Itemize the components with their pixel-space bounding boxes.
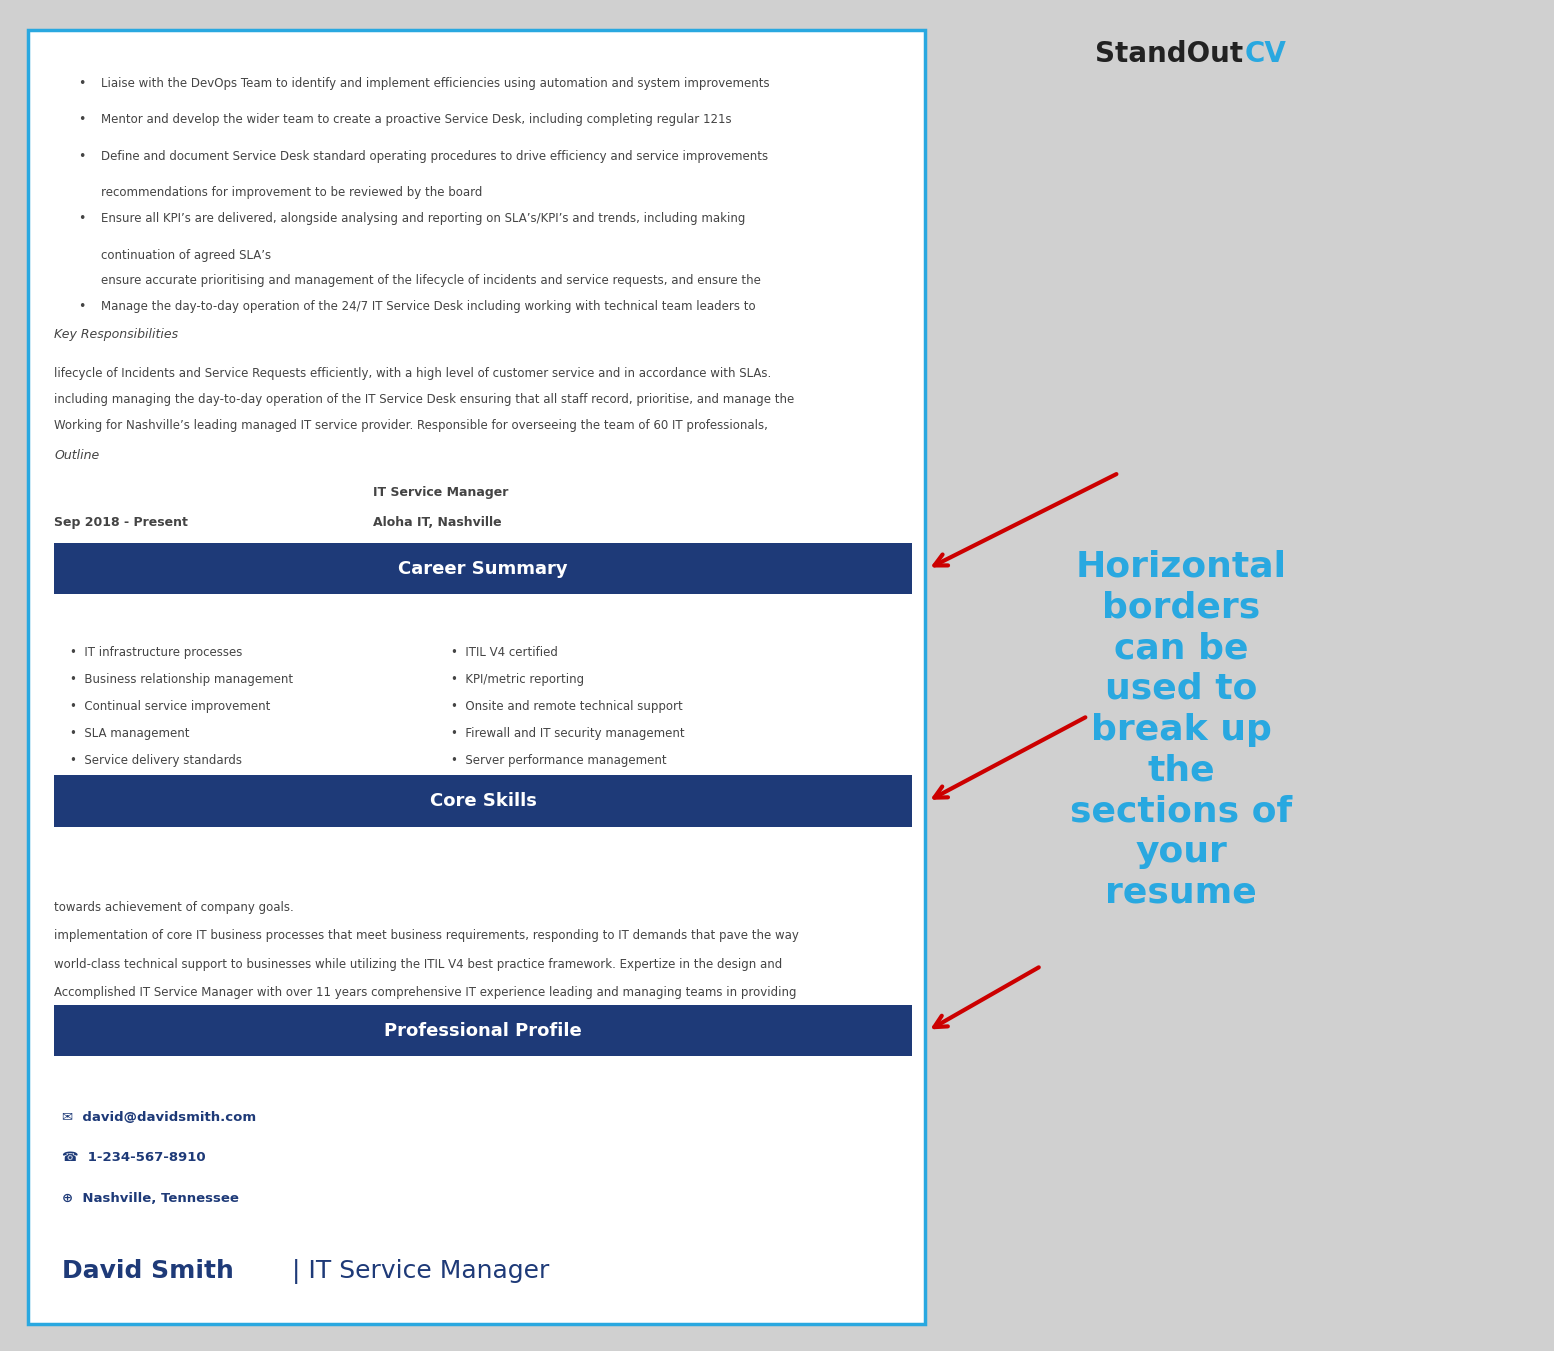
Text: •  SLA management: • SLA management	[70, 727, 190, 740]
Text: world-class technical support to businesses while utilizing the ITIL V4 best pra: world-class technical support to busines…	[54, 958, 783, 971]
Text: including managing the day-to-day operation of the IT Service Desk ensuring that: including managing the day-to-day operat…	[54, 393, 794, 407]
Text: IT Service Manager: IT Service Manager	[373, 486, 508, 500]
Text: •  Continual service improvement: • Continual service improvement	[70, 700, 270, 713]
Text: | IT Service Manager: | IT Service Manager	[284, 1259, 550, 1285]
Text: Liaise with the DevOps Team to identify and implement efficiencies using automat: Liaise with the DevOps Team to identify …	[101, 77, 769, 91]
Text: Professional Profile: Professional Profile	[384, 1021, 583, 1040]
Text: •: •	[78, 150, 85, 163]
Text: recommendations for improvement to be reviewed by the board: recommendations for improvement to be re…	[101, 186, 482, 200]
Bar	[28, 30, 925, 1324]
Text: •  IT infrastructure processes: • IT infrastructure processes	[70, 646, 242, 659]
Text: Key Responsibilities: Key Responsibilities	[54, 328, 179, 342]
Text: •  ITIL V4 certified: • ITIL V4 certified	[451, 646, 558, 659]
Text: Mentor and develop the wider team to create a proactive Service Desk, including : Mentor and develop the wider team to cre…	[101, 113, 732, 127]
Text: Aloha IT, Nashville: Aloha IT, Nashville	[373, 516, 502, 530]
Text: ✉  david@davidsmith.com: ✉ david@davidsmith.com	[62, 1111, 256, 1124]
Text: implementation of core IT business processes that meet business requirements, re: implementation of core IT business proce…	[54, 929, 799, 943]
Text: Horizontal
borders
can be
used to
break up
the
sections of
your
resume: Horizontal borders can be used to break …	[1069, 550, 1293, 909]
Text: ⊕  Nashville, Tennessee: ⊕ Nashville, Tennessee	[62, 1192, 239, 1205]
Text: •  Firewall and IT security management: • Firewall and IT security management	[451, 727, 684, 740]
Text: ensure accurate prioritising and management of the lifecycle of incidents and se: ensure accurate prioritising and managem…	[101, 274, 761, 288]
Text: StandOut: StandOut	[1096, 41, 1243, 68]
Text: continuation of agreed SLA’s: continuation of agreed SLA’s	[101, 249, 270, 262]
Text: Career Summary: Career Summary	[398, 559, 569, 578]
Text: •: •	[78, 113, 85, 127]
Text: Accomplished IT Service Manager with over 11 years comprehensive IT experience l: Accomplished IT Service Manager with ove…	[54, 986, 797, 1000]
Text: •: •	[78, 77, 85, 91]
Bar	[54, 543, 912, 594]
Text: •  Business relationship management: • Business relationship management	[70, 673, 294, 686]
Text: Outline: Outline	[54, 449, 99, 462]
Text: David Smith: David Smith	[62, 1259, 235, 1283]
Text: •  Server performance management: • Server performance management	[451, 754, 667, 767]
Text: Define and document Service Desk standard operating procedures to drive efficien: Define and document Service Desk standar…	[101, 150, 768, 163]
Text: •  KPI/metric reporting: • KPI/metric reporting	[451, 673, 584, 686]
Text: CV: CV	[1245, 41, 1287, 68]
Text: Core Skills: Core Skills	[430, 792, 536, 811]
Text: Manage the day-to-day operation of the 24/7 IT Service Desk including working wi: Manage the day-to-day operation of the 2…	[101, 300, 755, 313]
Text: •: •	[78, 212, 85, 226]
Text: Ensure all KPI’s are delivered, alongside analysing and reporting on SLA’s/KPI’s: Ensure all KPI’s are delivered, alongsid…	[101, 212, 746, 226]
Text: Sep 2018 - Present: Sep 2018 - Present	[54, 516, 188, 530]
Text: •  Service delivery standards: • Service delivery standards	[70, 754, 242, 767]
Text: •: •	[78, 300, 85, 313]
Text: lifecycle of Incidents and Service Requests efficiently, with a high level of cu: lifecycle of Incidents and Service Reque…	[54, 367, 772, 381]
Text: ☎  1-234-567-8910: ☎ 1-234-567-8910	[62, 1151, 205, 1165]
Text: Working for Nashville’s leading managed IT service provider. Responsible for ove: Working for Nashville’s leading managed …	[54, 419, 768, 432]
Bar	[54, 775, 912, 827]
Bar	[54, 1005, 912, 1056]
Text: •  Onsite and remote technical support: • Onsite and remote technical support	[451, 700, 682, 713]
Text: towards achievement of company goals.: towards achievement of company goals.	[54, 901, 294, 915]
